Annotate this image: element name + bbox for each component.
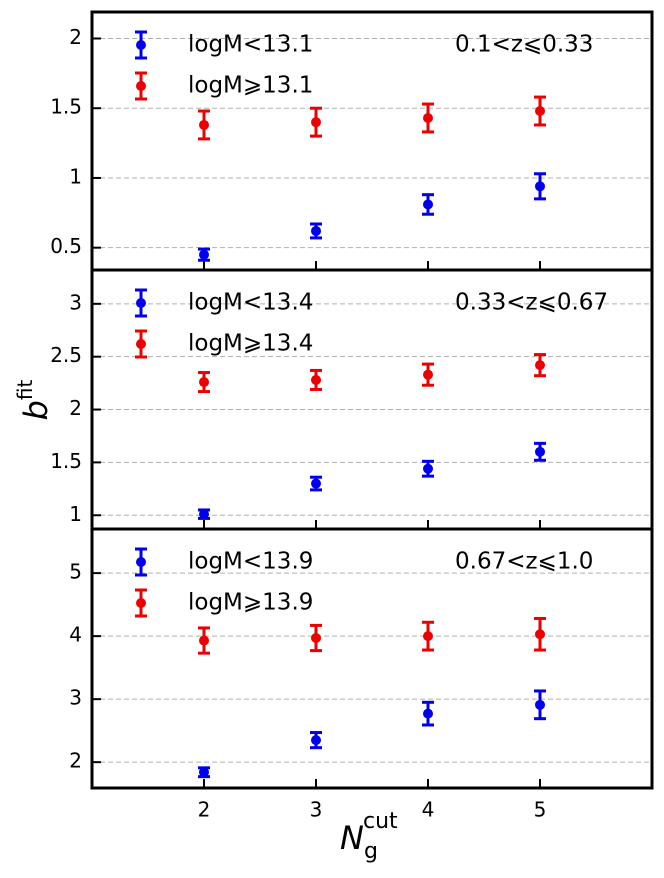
point [311, 117, 321, 128]
y-tick-label: 2 [69, 749, 82, 773]
point [199, 119, 209, 130]
point [311, 478, 321, 489]
point [535, 629, 545, 640]
x-label-base: N [340, 819, 364, 857]
x-tick-label: 3 [310, 798, 323, 822]
point [535, 106, 545, 117]
point [199, 509, 209, 520]
legend-marker [136, 557, 146, 567]
legend-label: logM<13.9 [188, 549, 313, 575]
point [535, 446, 545, 457]
point [199, 249, 209, 260]
y-tick-label: 1.5 [50, 95, 82, 119]
point [535, 360, 545, 371]
y-tick-label: 3 [69, 686, 82, 710]
legend-label: logM⩾13.4 [188, 331, 313, 357]
point [535, 699, 545, 710]
point [311, 374, 321, 385]
point [311, 633, 321, 644]
y-tick-label: 5 [69, 560, 82, 584]
point [423, 631, 433, 642]
y-tick-label: 1 [69, 502, 82, 526]
point [199, 635, 209, 646]
y-tick-label: 4 [69, 623, 82, 647]
point [311, 735, 321, 746]
point [423, 369, 433, 380]
point [311, 225, 321, 236]
y-tick-label: 3 [69, 290, 82, 314]
legend-marker [136, 40, 146, 50]
point [423, 112, 433, 123]
legend-marker [136, 298, 146, 308]
point [423, 708, 433, 719]
annotation: 0.33<z⩽0.67 [455, 290, 608, 316]
legend-label: logM⩾13.9 [188, 590, 313, 616]
point [423, 199, 433, 210]
annotation: 0.1<z⩽0.33 [455, 32, 593, 58]
x-tick-label: 2 [198, 798, 211, 822]
legend-marker [136, 339, 146, 349]
y-axis-label: bfit [13, 379, 56, 420]
y-tick-label: 1 [69, 164, 82, 188]
y-label-base: b [17, 400, 55, 420]
legend-label: logM<13.1 [188, 32, 313, 58]
x-tick-label: 4 [422, 798, 435, 822]
point [199, 377, 209, 388]
legend-label: logM⩾13.1 [188, 73, 313, 99]
legend-marker [136, 598, 146, 608]
y-tick-label: 0.5 [50, 234, 82, 258]
x-axis-label: Ng cut [340, 809, 398, 864]
point [423, 463, 433, 474]
y-tick-label: 2 [69, 25, 82, 49]
y-tick-label: 2.5 [50, 343, 82, 367]
x-label-sup: cut [363, 809, 398, 834]
y-label-sup: fit [13, 379, 37, 400]
panel-frame [90, 527, 654, 790]
legend-marker [136, 81, 146, 91]
point [535, 181, 545, 192]
x-tick-label: 5 [534, 798, 547, 822]
annotation: 0.67<z⩽1.0 [455, 549, 593, 575]
y-tick-label: 1.5 [50, 449, 82, 473]
x-label-sub: g [364, 839, 378, 864]
y-tick-label: 2 [69, 396, 82, 420]
point [199, 767, 209, 778]
legend-label: logM<13.4 [188, 290, 313, 316]
